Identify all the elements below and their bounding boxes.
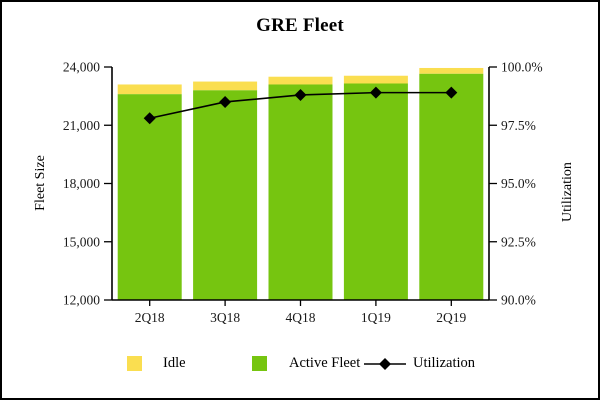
x-axis-category-label: 2Q18 xyxy=(135,310,165,325)
bar-idle-1Q19 xyxy=(343,75,408,84)
bar-active-2Q18 xyxy=(117,94,182,300)
bar-active-4Q18 xyxy=(268,84,333,300)
active-fleet-swatch-icon xyxy=(252,356,267,371)
utilization-marker-4Q18 xyxy=(294,88,307,101)
legend-diamond xyxy=(379,358,391,370)
left-axis-tick-label: 21,000 xyxy=(63,118,100,133)
x-axis-category-label: 3Q18 xyxy=(210,310,240,325)
left-axis-tick-label: 24,000 xyxy=(63,60,100,75)
chart-title: GRE Fleet xyxy=(256,15,344,36)
bar-idle-2Q19 xyxy=(419,67,484,74)
utilization-marker-2Q18 xyxy=(143,112,156,125)
legend-label-idle: Idle xyxy=(163,355,186,371)
right-axis-tick-label: 95.0% xyxy=(501,176,536,191)
left-axis-title: Fleet Size xyxy=(33,155,48,211)
right-axis-tick-label: 97.5% xyxy=(501,118,536,133)
bar-active-2Q19 xyxy=(419,73,484,300)
utilization-marker-3Q18 xyxy=(219,95,232,108)
utilization-marker-1Q19 xyxy=(369,86,382,99)
x-axis-category-label: 1Q19 xyxy=(361,310,391,325)
left-axis-tick-label: 18,000 xyxy=(63,176,100,191)
right-axis-tick-label: 92.5% xyxy=(501,234,536,249)
utilization-line-diamond-icon xyxy=(364,358,406,370)
right-axis-tick-label: 100.0% xyxy=(501,60,543,75)
idle-swatch-icon xyxy=(127,356,142,371)
legend-label-utilization: Utilization xyxy=(413,355,476,371)
bar-idle-3Q18 xyxy=(193,81,258,91)
left-axis-tick-label: 12,000 xyxy=(63,293,100,308)
left-axis-tick-label: 15,000 xyxy=(63,234,100,249)
utilization-marker-2Q19 xyxy=(445,86,458,99)
legend-label-active-fleet: Active Fleet xyxy=(289,355,361,371)
x-axis-category-label: 4Q18 xyxy=(286,310,316,325)
right-axis-tick-label: 90.0% xyxy=(501,293,536,308)
bar-idle-2Q18 xyxy=(117,84,182,95)
bar-idle-4Q18 xyxy=(268,76,333,85)
right-axis-title: Utilization xyxy=(560,162,575,222)
bar-active-1Q19 xyxy=(343,83,408,300)
bar-active-3Q18 xyxy=(193,90,258,300)
x-axis-category-label: 2Q19 xyxy=(436,310,466,325)
